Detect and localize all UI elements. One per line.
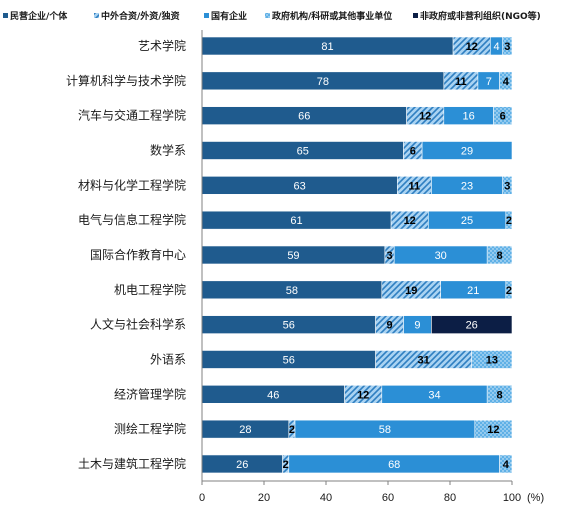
bar-segment-series-3	[421, 141, 513, 160]
data-label-series-2: 9	[386, 320, 392, 332]
data-label-series-4: 13	[486, 354, 498, 366]
bar-segment-series-4	[502, 176, 513, 195]
legend-swatch-series-3	[204, 13, 209, 18]
category-label: 经济管理学院	[114, 386, 186, 401]
data-label-series-1: 65	[297, 145, 309, 157]
legend: 民营企业/个体 中外合资/外资/独资 国有企业 政府机构/科研或其他事业单位 非政府或非…	[3, 10, 541, 22]
data-label-series-1: 46	[267, 389, 279, 401]
data-label-series-3: 30	[435, 250, 447, 262]
bar-segment-series-4	[486, 384, 513, 404]
data-label-series-2: 31	[418, 354, 430, 366]
data-label-series-1: 58	[286, 285, 298, 297]
data-label-series-2: 11	[409, 180, 421, 192]
bar-segment-series-4	[505, 210, 513, 230]
data-label-series-2: 3	[386, 250, 392, 262]
data-label-series-2: 11	[455, 76, 467, 88]
x-tick-label: 40	[320, 492, 332, 504]
bar-segment-series-4	[505, 280, 513, 300]
data-label-series-2: 12	[357, 389, 369, 401]
data-label-series-5: 26	[466, 320, 478, 332]
x-axis: 0 20 40 60 80 100 (%)	[199, 30, 544, 504]
category-labels: 艺术学院计算机科学与技术学院汽车与交通工程学院数学系材料与化学工程学院电气与信息…	[66, 38, 186, 471]
data-label-series-3: 23	[461, 180, 473, 192]
data-label-series-3: 4	[493, 41, 499, 53]
data-label-series-1: 56	[283, 320, 295, 332]
data-label-series-3: 9	[414, 320, 420, 332]
data-label-series-2: 12	[419, 111, 431, 123]
bar-segment-series-4	[474, 419, 513, 439]
data-label-series-2: 6	[410, 145, 416, 157]
legend-label-series-5: 非政府或非营利组织(NGO等)	[420, 10, 541, 22]
data-label-series-4: 4	[503, 76, 510, 88]
category-label: 计算机科学与技术学院	[66, 73, 186, 88]
legend-swatch-series-4	[265, 13, 270, 18]
bar-segment-series-5	[431, 315, 513, 334]
legend-swatch-series-5	[413, 13, 418, 18]
data-label-series-1: 81	[321, 41, 333, 53]
data-label-series-1: 78	[317, 76, 329, 88]
category-label: 机电工程学院	[114, 282, 186, 297]
category-label: 艺术学院	[138, 38, 186, 53]
category-label: 人文与社会科学系	[90, 317, 186, 332]
x-tick-label: 80	[444, 492, 456, 504]
data-label-series-3: 16	[462, 111, 474, 123]
data-label-series-1: 56	[283, 354, 295, 366]
bar-segment-series-4	[502, 36, 513, 56]
data-label-series-1: 66	[298, 111, 310, 123]
data-label-series-3: 29	[461, 145, 473, 157]
data-label-series-4: 8	[497, 250, 503, 262]
category-label: 测绘工程学院	[114, 421, 186, 436]
x-tick-label: 100	[503, 492, 521, 504]
data-label-series-2: 12	[404, 215, 416, 227]
legend-swatch-series-2	[94, 13, 99, 18]
data-label-series-1: 59	[287, 250, 299, 262]
data-label-series-2: 2	[283, 459, 289, 471]
data-label-series-1: 61	[290, 215, 302, 227]
data-label-series-2: 12	[466, 41, 478, 53]
category-label: 电气与信息工程学院	[78, 212, 186, 227]
bar-segment-series-4	[499, 454, 513, 474]
x-axis-unit: (%)	[527, 492, 544, 504]
bar-segment-series-4	[471, 350, 513, 369]
bar-segment-series-4	[499, 71, 513, 91]
data-label-series-2: 19	[405, 285, 417, 297]
category-label: 土木与建筑工程学院	[78, 456, 186, 471]
data-label-series-4: 4	[503, 459, 510, 471]
legend-label-series-1: 民营企业/个体	[10, 10, 68, 22]
x-tick-label: 0	[199, 492, 205, 504]
data-label-series-2: 2	[289, 424, 295, 436]
data-label-series-3: 34	[428, 389, 440, 401]
data-label-series-3: 58	[379, 424, 391, 436]
data-label-series-1: 26	[236, 459, 248, 471]
data-label-series-4: 2	[506, 285, 512, 297]
category-label: 国际合作教育中心	[90, 247, 186, 262]
bar-segment-series-4	[486, 245, 513, 265]
legend-label-series-2: 中外合资/外资/独资	[101, 10, 180, 22]
legend-label-series-4: 政府机构/科研或其他事业单位	[272, 10, 392, 22]
bar-segment-series-4	[493, 106, 513, 125]
category-label: 汽车与交通工程学院	[78, 108, 186, 123]
data-label-series-3: 21	[467, 285, 479, 297]
data-label-series-4: 12	[487, 424, 499, 436]
x-tick-label: 60	[382, 492, 394, 504]
data-label-series-3: 68	[388, 459, 400, 471]
data-label-series-3: 7	[486, 76, 492, 88]
data-label-series-3: 25	[461, 215, 473, 227]
data-label-series-4: 3	[504, 180, 510, 192]
data-label-series-1: 28	[239, 424, 251, 436]
x-tick-label: 20	[258, 492, 270, 504]
category-label: 外语系	[150, 352, 186, 366]
category-label: 材料与化学工程学院	[78, 177, 186, 192]
data-label-series-4: 8	[497, 389, 503, 401]
category-label: 数学系	[150, 142, 186, 157]
legend-swatch-series-1	[3, 13, 8, 18]
data-label-series-1: 63	[294, 180, 306, 192]
data-label-series-4: 2	[506, 215, 512, 227]
data-label-series-4: 3	[504, 41, 510, 53]
legend-label-series-3: 国有企业	[211, 10, 247, 22]
data-label-series-4: 6	[500, 111, 506, 123]
